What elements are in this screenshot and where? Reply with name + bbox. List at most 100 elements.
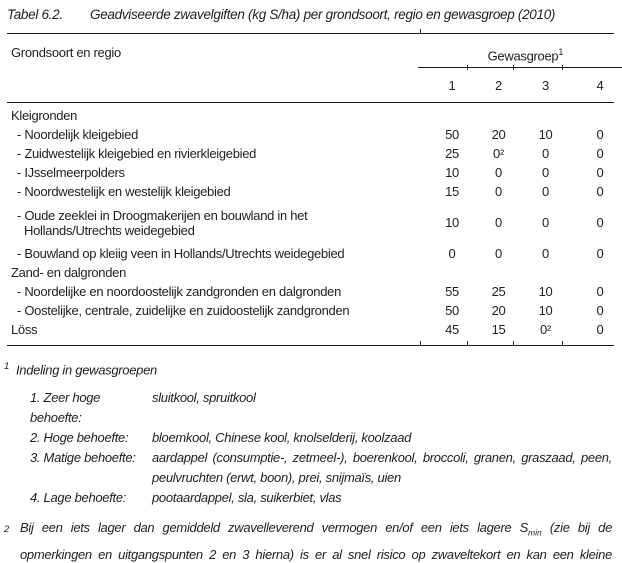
cell-value: 15 [491,322,506,337]
list-item-label: 4. Lage behoefte: [30,490,127,506]
cell-value: 50 [445,303,459,318]
column-number-row: 1 2 3 4 [429,68,622,102]
gewasgroep-text: Gewasgroep [487,48,559,64]
table-row: Kleigronden [0,106,622,125]
column-tick [420,340,421,345]
cell-value: 15 [445,184,459,199]
column-tick [467,340,468,345]
footnote-2-subscript: min [527,527,542,538]
column-header-grondsoort: Grondsoort en regio [11,45,121,60]
footnote-1-marker: 1 [4,361,9,372]
list-item-label: 1. Zeer hoge behoefte: [30,390,101,426]
cell-value: 0 [542,165,549,180]
table-row: - Noordwestelijk en westelijk kleigebied… [0,182,622,201]
cell-value: 10 [538,303,553,318]
footnote-1-text: Indeling in gewasgroepen [15,362,157,378]
cell-value: 0 [495,165,502,180]
cell-value: 0 [596,165,604,180]
table-row: Löss 45 15 0² 0 [0,320,622,339]
column-tick [467,65,468,70]
cell-value: 10 [445,215,459,230]
list-item: 1. Zeer hoge behoefte: sluitkool, spruit… [30,388,612,428]
table-row: - Oude zeeklei in Droogmakerijen en bouw… [0,201,622,244]
table-caption: Geadviseerde zwavelgiften (kg S/ha) per … [90,7,556,22]
cell-value: 10 [445,165,459,180]
table-rule-top [7,28,614,34]
column-tick [420,28,421,33]
cell-value: 0 [542,146,549,161]
list-item-label: 2. Hoge behoefte: [30,430,129,446]
table-header: Grondsoort en regio Gewasgroep1 1 2 3 4 [0,34,622,102]
column-group-gewasgroep: Gewasgroep1 1 2 3 4 [418,34,622,102]
cell-value: 55 [445,284,459,299]
cell-value: 0 [495,184,502,199]
row-label-line1: - Oude zeeklei in Droogmakerijen en bouw… [17,207,308,223]
column-tick [513,340,514,345]
table-rule-header [7,102,614,103]
cell-value: 0² [493,146,504,161]
row-label-line2: Hollands/Utrechts weidegebied [24,222,195,238]
list-item: 4. Lage behoefte: pootaardappel, sla, su… [30,488,612,508]
cell-value: 20 [491,303,506,318]
row-label: Kleigronden [11,108,78,123]
cell-value: 0 [596,127,604,142]
row-label: - Oostelijke, centrale, zuidelijke en zu… [17,303,350,318]
cell-value: 0 [495,246,502,261]
table-row: - Noordelijke en noordoostelijk zandgron… [0,282,622,301]
column-header-4: 4 [596,77,604,93]
footnote-2-marker: 2 [4,524,9,536]
cell-value: 0 [596,184,604,199]
table-row: - Noordelijk kleigebied 50 20 10 0 [0,125,622,144]
table-row: - IJsselmeerpolders 10 0 0 0 [0,163,622,182]
gewasgroep-label: Gewasgroep1 [429,34,622,66]
column-header-2: 2 [495,77,502,93]
list-item: 3. Matige behoefte: aardappel (consumpti… [30,448,612,488]
row-label: - Bouwland op kleiig veen in Hollands/Ut… [17,246,345,261]
cell-value: 25 [491,284,506,299]
row-label: - Noordelijke en noordoostelijk zandgron… [17,284,342,299]
list-item-desc: bloemkool, Chinese kool, knolselderij, k… [152,430,412,446]
column-header-3: 3 [542,77,549,93]
cell-value: 0 [596,146,604,161]
table-row: Zand- en dalgronden [0,263,622,282]
row-label: - Zuidwestelijk kleigebied en rivierklei… [17,146,257,161]
cell-value: 0 [596,303,604,318]
column-tick [562,65,563,70]
cell-value: 0 [448,246,456,261]
row-label: Zand- en dalgronden [11,265,127,280]
row-label: Löss [11,322,38,337]
table-rule-bottom [7,340,614,346]
cell-value: 0 [542,246,549,261]
cell-value: 45 [445,322,459,337]
row-label: - Noordwestelijk en westelijk kleigebied [17,184,231,199]
gewasgroep-footnote-marker: 1 [558,47,564,57]
column-header-1: 1 [448,77,456,93]
cell-value: 0² [540,322,551,337]
cell-value: 0 [495,215,502,230]
footnote-2-text: Bij een iets lager dan gemiddeld zwavell… [20,520,528,536]
row-label: - Oude zeeklei in Droogmakerijen en bouw… [0,208,429,238]
list-item: 2. Hoge behoefte: bloemkool, Chinese koo… [30,428,612,448]
table-row: - Bouwland op kleiig veen in Hollands/Ut… [0,244,622,263]
column-tick [562,340,563,345]
footnote-1-heading: 1 Indeling in gewasgroepen [4,357,614,380]
table-number: Tabel 6.2. [7,7,63,22]
cell-value: 0 [596,215,604,230]
gewasgroep-underline [418,65,622,70]
row-label: - IJsselmeerpolders [17,165,125,180]
table-row: - Zuidwestelijk kleigebied en rivierklei… [0,144,622,163]
cell-value: 20 [491,127,506,142]
table-row: - Oostelijke, centrale, zuidelijke en zu… [0,301,622,320]
cell-value: 25 [445,146,459,161]
list-item-label: 3. Matige behoefte: [30,450,136,466]
cell-value: 10 [538,127,553,142]
cell-value: 0 [596,284,604,299]
table-title: Tabel 6.2. Geadviseerde zwavelgiften (kg… [0,0,622,22]
cell-value: 0 [542,215,549,230]
cell-value: 0 [596,246,604,261]
column-tick [513,65,514,70]
gewasgroep-legend-list: 1. Zeer hoge behoefte: sluitkool, spruit… [30,388,612,508]
list-item-desc: sluitkool, spruitkool [152,390,256,406]
footnote-2-text-after: (zie bij de opmerkingen en uitgangspunte… [20,520,612,563]
